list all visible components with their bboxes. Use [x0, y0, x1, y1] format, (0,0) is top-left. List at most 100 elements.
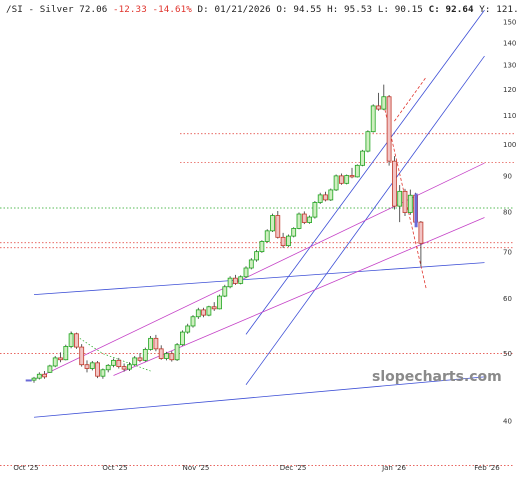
candle-body	[386, 96, 392, 162]
candle	[132, 356, 138, 366]
candle	[381, 84, 387, 111]
candle-body	[127, 364, 132, 370]
candle	[89, 360, 95, 371]
candle-body	[58, 357, 63, 361]
candle	[58, 352, 63, 363]
candle-body	[301, 213, 307, 223]
candle-body	[63, 346, 69, 361]
candle	[79, 344, 85, 367]
y-tick-label: 100	[503, 141, 516, 149]
candle	[95, 360, 100, 379]
x-tick-label: Oct '25	[13, 464, 38, 472]
candle-body	[370, 105, 376, 133]
candle	[386, 94, 392, 166]
candle-body	[31, 377, 37, 381]
date-label: D:	[197, 4, 209, 15]
candle	[153, 334, 159, 352]
candle-body	[397, 190, 403, 207]
candle-body	[275, 215, 281, 238]
candle-body	[264, 230, 270, 242]
high-label: H:	[327, 4, 339, 15]
candle-body	[217, 295, 222, 310]
candle	[137, 353, 143, 363]
candle	[238, 275, 244, 285]
candle-body	[248, 259, 254, 269]
price-change: -12.33	[113, 4, 147, 15]
candle-body	[179, 331, 185, 346]
candle-body	[243, 267, 249, 278]
candle-body	[418, 221, 424, 244]
candle	[185, 323, 191, 334]
y-tick-label: 140	[503, 39, 516, 47]
candle-body	[211, 306, 217, 310]
candle	[264, 229, 270, 243]
candle	[148, 336, 154, 351]
candle-body	[95, 362, 100, 377]
close-label: C:	[428, 4, 440, 15]
open-value: 94.55	[293, 4, 322, 15]
candle	[328, 188, 334, 202]
candle-body	[195, 309, 201, 318]
candle-body	[296, 213, 302, 229]
candle-body	[259, 241, 265, 253]
trendline	[245, 9, 485, 335]
candle-body	[190, 316, 196, 327]
low-label: L:	[377, 4, 390, 15]
candle-body	[376, 105, 381, 110]
candle	[127, 362, 132, 372]
candle-body	[132, 357, 138, 366]
watermark: slopecharts.com	[372, 369, 502, 385]
y-tick-label: 70	[503, 249, 512, 257]
y-tick-label: 60	[503, 295, 512, 303]
candle-body	[42, 373, 47, 378]
candle	[248, 258, 254, 270]
y-tick-label: 120	[503, 86, 516, 94]
candle-body	[291, 228, 297, 237]
candle-body	[349, 175, 355, 178]
candle-body	[328, 189, 334, 201]
projection-line	[394, 76, 427, 122]
candle	[100, 368, 106, 379]
candle-body	[121, 366, 127, 370]
candle-body	[338, 175, 344, 184]
x-axis: Oct '25 Oct '25 Nov '25 Dec '25 Jan '26 Feb '…	[13, 464, 500, 472]
y-label: Y:	[479, 4, 491, 15]
candle-body	[333, 175, 339, 191]
candle-body	[323, 194, 328, 201]
candle	[174, 342, 180, 361]
candle	[349, 167, 355, 179]
candle	[52, 356, 58, 368]
date-value: 01/21/2026	[214, 4, 271, 15]
y-tick-label: 130	[503, 62, 516, 70]
candle-body	[201, 309, 207, 316]
candle-body	[227, 277, 233, 288]
candle-body	[285, 235, 291, 247]
candle	[179, 330, 185, 346]
candle-body	[116, 359, 122, 367]
candle-body	[174, 344, 180, 361]
candle	[402, 188, 408, 216]
candle	[31, 376, 37, 383]
candle-body	[344, 175, 350, 184]
candle	[259, 240, 265, 253]
candle	[354, 164, 360, 178]
candle-body	[238, 276, 244, 284]
horizontal-levels	[0, 133, 514, 467]
y-tick-label: 40	[503, 418, 512, 426]
candle	[211, 302, 217, 311]
candle	[323, 191, 328, 202]
candle	[195, 307, 201, 319]
candle	[317, 192, 323, 204]
candle	[74, 332, 79, 349]
candle	[84, 360, 90, 373]
candle	[243, 266, 249, 279]
candle	[222, 284, 228, 298]
y-axis: 40 50 60 70 80 90 100 110 120 130 140 150	[503, 19, 516, 426]
highlight-bar	[414, 193, 418, 228]
x-tick-label: Nov '25	[183, 464, 210, 472]
candle-body	[36, 373, 42, 379]
low-value: 90.15	[394, 4, 423, 15]
candle-body	[280, 236, 286, 247]
candle	[301, 211, 307, 225]
